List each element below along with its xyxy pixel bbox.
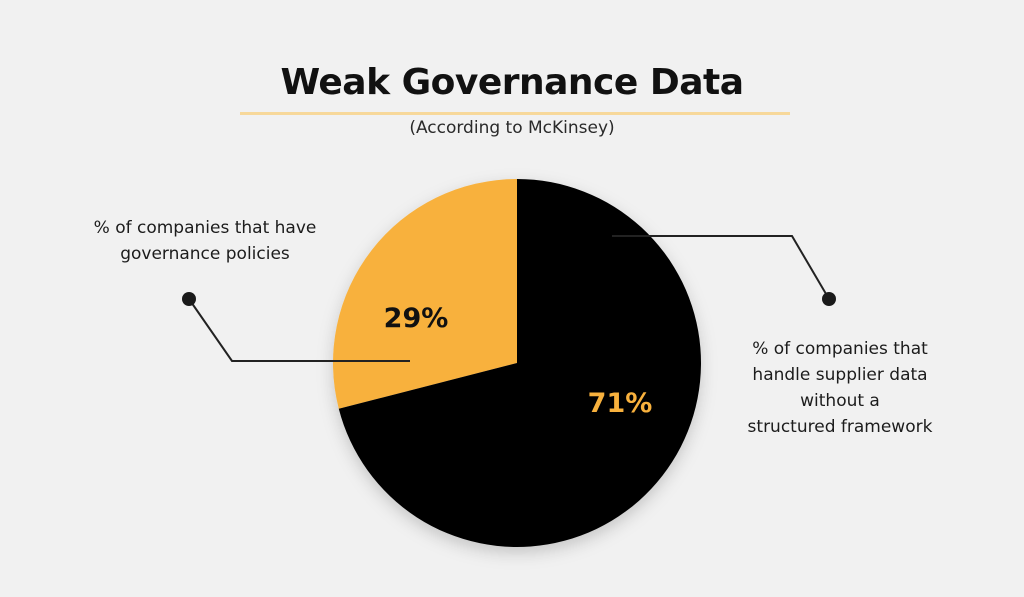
slice-label-line: without a	[800, 391, 880, 411]
slice-label-line: structured framework	[747, 417, 933, 437]
slice-label-line: % of companies that have	[93, 218, 317, 238]
slice-label-line: % of companies that	[752, 339, 928, 359]
title-underline	[240, 112, 790, 115]
leader-lines	[182, 235, 836, 362]
slice-label-governance-policies: % of companies that have governance poli…	[60, 215, 350, 267]
slice-label-line: governance policies	[120, 244, 290, 264]
pie-slice-1	[338, 179, 701, 547]
slice-label-no-framework: % of companies that handle supplier data…	[690, 336, 990, 440]
chart-subtitle: (According to McKinsey)	[409, 118, 615, 138]
slice-label-line: handle supplier data	[752, 365, 928, 385]
leader-line-left	[188, 298, 410, 362]
slice-value-label-1: 71%	[588, 388, 653, 419]
slice-value-label-0: 29%	[384, 303, 449, 334]
leader-dot-right	[822, 292, 836, 306]
leader-line-right	[612, 235, 830, 300]
pie-slice-0	[332, 179, 517, 409]
leader-dot-left	[182, 292, 196, 306]
pie-slices	[332, 179, 701, 547]
chart-title: Weak Governance Data	[280, 62, 744, 103]
